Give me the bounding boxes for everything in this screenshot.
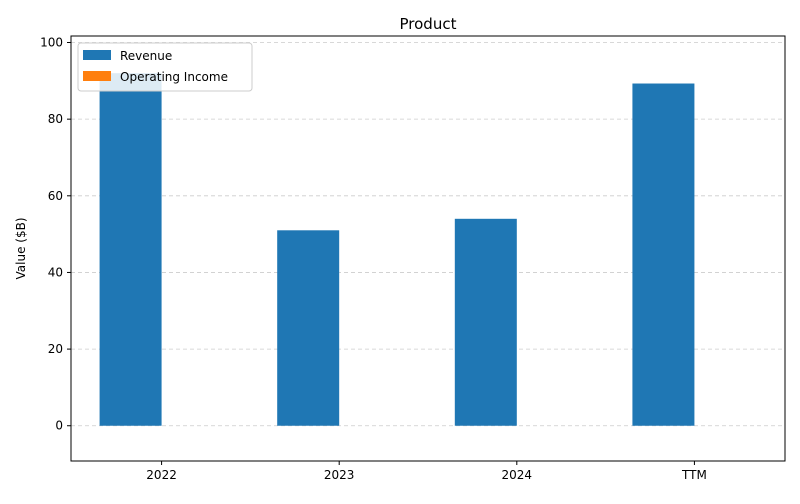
y-tick-label: 100 — [40, 36, 63, 50]
y-tick-label: 80 — [48, 112, 63, 126]
x-tick-label: 2023 — [324, 468, 355, 482]
bar-revenue-2023 — [277, 230, 340, 426]
legend: Revenue Operating Income — [77, 42, 253, 92]
y-tick-label: 0 — [55, 419, 63, 433]
bar-revenue-2022 — [99, 73, 162, 426]
y-axis-label: Value ($B) — [14, 218, 28, 280]
legend-frame — [77, 42, 253, 92]
x-tick-label: 2024 — [502, 468, 533, 482]
legend-swatch-revenue — [83, 50, 111, 60]
x-tick-label: 2022 — [146, 468, 177, 482]
y-tick-label: 60 — [48, 189, 63, 203]
y-axis-ticks: 0 20 40 60 80 100 — [40, 36, 71, 433]
x-axis-ticks: 2022 2023 2024 TTM — [146, 461, 707, 482]
chart-title: Product — [400, 15, 457, 33]
x-tick-label: TTM — [681, 468, 707, 482]
bar-revenue-ttm — [632, 83, 695, 426]
y-tick-label: 40 — [48, 265, 63, 279]
legend-label-revenue: Revenue — [120, 49, 172, 63]
legend-label-operating-income: Operating Income — [120, 70, 228, 84]
bars — [99, 73, 695, 426]
legend-swatch-operating-income — [83, 71, 111, 81]
bar-revenue-2024 — [454, 218, 517, 426]
plot-frame — [70, 35, 786, 462]
y-tick-label: 20 — [48, 342, 63, 356]
